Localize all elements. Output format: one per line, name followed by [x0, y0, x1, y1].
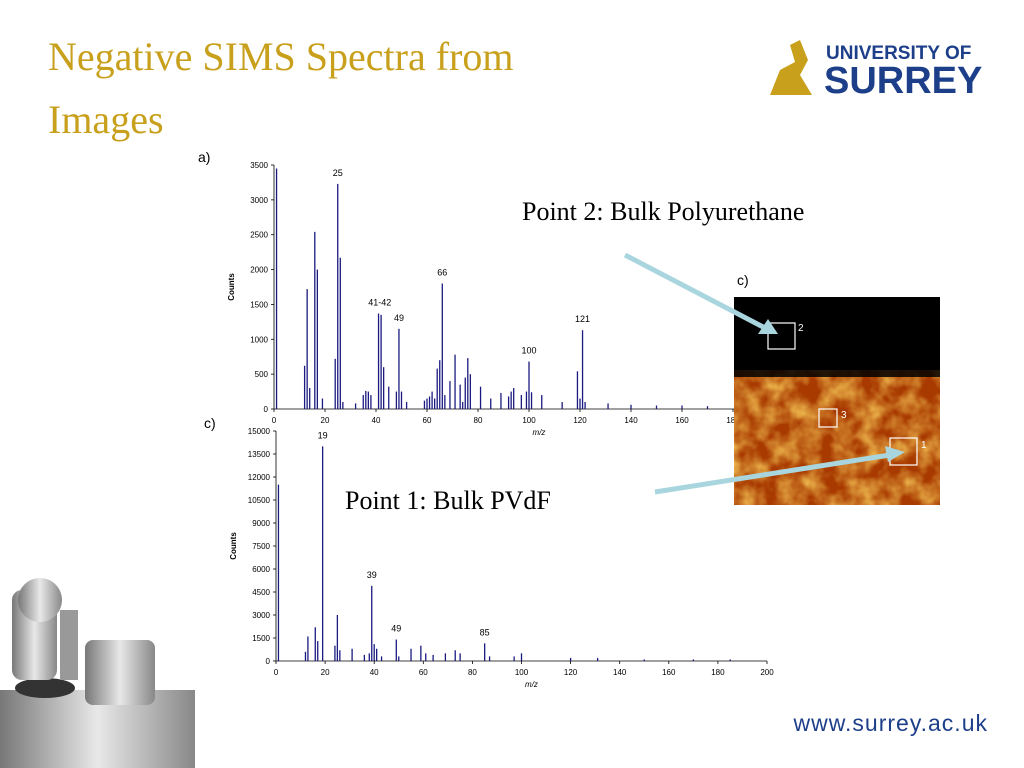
y-tick-label: 9000: [252, 519, 270, 528]
y-tick-label: 500: [255, 370, 269, 379]
y-tick-label: 12000: [248, 473, 271, 482]
y-tick-label: 15000: [248, 427, 271, 436]
y-tick-label: 2500: [250, 231, 268, 240]
slide-title-2: Images: [48, 97, 164, 142]
peak-label: 121: [575, 314, 590, 324]
url: www.surrey.ac.uk: [792, 710, 988, 736]
image-label: 3: [841, 410, 847, 421]
y-tick-label: 1000: [250, 335, 268, 344]
y-tick-label: 0: [264, 405, 269, 414]
arrows: [623, 252, 905, 495]
x-tick-label: 100: [515, 668, 529, 677]
callout: Point 2: Bulk Polyurethane: [522, 197, 804, 226]
y-tick-label: 2000: [250, 266, 268, 275]
y-axis-label: Counts: [227, 273, 236, 301]
image-label: 1: [921, 440, 927, 451]
peak-label: 85: [480, 627, 490, 637]
y-tick-label: 3000: [250, 196, 268, 205]
y-tick-label: 1500: [250, 300, 268, 309]
x-tick-label: 40: [372, 416, 381, 425]
y-tick-label: 4500: [252, 588, 270, 597]
x-tick-label: 60: [423, 416, 432, 425]
x-tick-label: 140: [624, 416, 638, 425]
peak-label: 19: [318, 430, 328, 440]
x-tick-label: 100: [522, 416, 536, 425]
x-tick-label: 200: [760, 668, 774, 677]
x-tick-label: 20: [321, 416, 330, 425]
logo: UNIVERSITY OF SURREY: [770, 40, 982, 102]
panel-label: a): [198, 149, 210, 165]
peak-label: 49: [394, 313, 404, 323]
x-tick-label: 60: [419, 668, 428, 677]
x-tick-label: 0: [272, 416, 277, 425]
peak-label: 41-42: [368, 297, 391, 307]
slide-title: Negative SIMS Spectra from: [48, 34, 513, 79]
logo-line1: UNIVERSITY OF: [826, 43, 971, 64]
panel-label: c): [204, 415, 216, 431]
x-tick-label: 80: [468, 668, 477, 677]
y-tick-label: 13500: [248, 450, 271, 459]
y-axis-label: Counts: [229, 532, 238, 560]
x-tick-label: 140: [613, 668, 627, 677]
y-tick-label: 7500: [252, 542, 270, 551]
peak-label: 100: [521, 346, 536, 356]
panel-label: c): [737, 272, 749, 288]
x-tick-label: 160: [662, 668, 676, 677]
x-tick-label: 40: [370, 668, 379, 677]
y-tick-label: 1500: [252, 634, 270, 643]
x-tick-label: 20: [321, 668, 330, 677]
callout: Point 1: Bulk PVdF: [345, 486, 551, 515]
x-tick-label: 120: [564, 668, 578, 677]
y-tick-label: 3000: [252, 611, 270, 620]
x-tick-label: 120: [573, 416, 587, 425]
peak-label: 39: [367, 570, 377, 580]
x-tick-label: 80: [474, 416, 483, 425]
instrument-photo: [0, 578, 195, 768]
x-axis-label: m/z: [533, 428, 546, 437]
x-tick-label: 0: [274, 668, 279, 677]
peak-label: 66: [437, 268, 447, 278]
peak-label: 25: [333, 168, 343, 178]
peak-label: 49: [391, 624, 401, 634]
y-tick-label: 6000: [252, 565, 270, 574]
logo-line2: SURREY: [824, 60, 982, 102]
y-tick-label: 3500: [250, 161, 268, 170]
x-tick-label: 160: [675, 416, 689, 425]
x-tick-label: 180: [711, 668, 725, 677]
x-axis-label: m/z: [525, 680, 538, 689]
x-tick-label: 180: [726, 416, 740, 425]
image-label: 2: [798, 323, 804, 334]
y-tick-label: 0: [266, 657, 271, 666]
y-tick-label: 10500: [248, 496, 271, 505]
